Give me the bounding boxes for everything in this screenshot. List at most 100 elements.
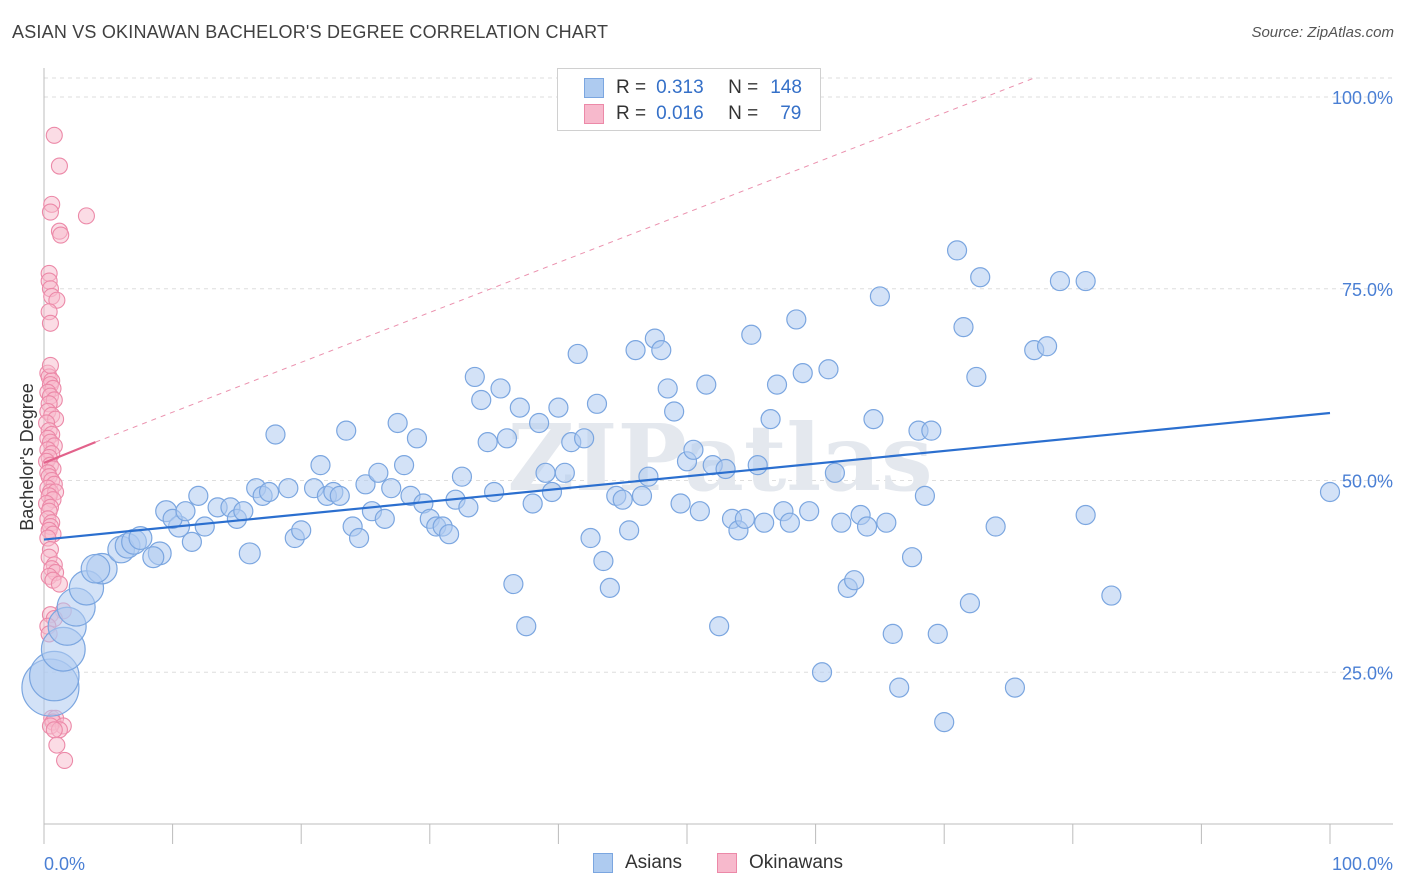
asian-point xyxy=(496,428,518,449)
asian-point xyxy=(747,455,768,476)
asian-point xyxy=(238,542,261,565)
asian-point xyxy=(438,524,460,545)
y-axis-title: Bachelor's Degree xyxy=(17,383,37,531)
asian-point xyxy=(1075,270,1096,292)
asian-point xyxy=(128,526,153,551)
asian-point xyxy=(258,481,280,503)
asian-point xyxy=(458,497,479,518)
asian-point xyxy=(844,570,865,591)
asian-point xyxy=(374,508,395,529)
asians-points xyxy=(21,240,1341,733)
asian-point xyxy=(786,309,807,330)
asian-point xyxy=(882,623,903,645)
y-tick-label: 25.0% xyxy=(1342,663,1393,683)
asian-point xyxy=(142,546,165,569)
asian-point xyxy=(966,366,987,388)
asian-point xyxy=(734,508,755,529)
asian-point xyxy=(406,428,428,449)
okinawan-point xyxy=(77,207,95,225)
asian-point xyxy=(484,481,505,503)
okinawan-point xyxy=(45,126,63,144)
asian-point xyxy=(709,616,730,637)
bottom-legend: Asians Okinawans xyxy=(0,852,1406,878)
asian-point xyxy=(503,573,524,595)
asian-point xyxy=(876,512,897,533)
asian-point xyxy=(194,516,215,537)
r-value: 0.016 xyxy=(656,103,704,124)
asian-point xyxy=(1004,677,1026,698)
asian-point xyxy=(509,397,530,418)
asian-point xyxy=(1049,270,1071,292)
asian-point xyxy=(869,286,891,307)
asian-point xyxy=(233,501,254,522)
asian-point xyxy=(664,401,685,422)
asian-point xyxy=(567,343,588,365)
okinawan-point xyxy=(48,736,66,754)
asian-point xyxy=(863,409,884,430)
asian-point xyxy=(889,677,910,698)
asian-point xyxy=(529,412,550,434)
trendlines xyxy=(43,77,1331,541)
asian-point xyxy=(921,420,942,441)
asian-point xyxy=(811,662,833,683)
okinawan-point xyxy=(41,356,59,375)
asian-point xyxy=(779,512,800,533)
okinawan-point xyxy=(41,314,59,332)
asian-point xyxy=(657,378,678,399)
asian-point xyxy=(914,485,936,506)
legend-row-okinawans: R = 0.016 N = 79 xyxy=(558,102,801,126)
okinawan-point xyxy=(41,203,59,221)
r-label: R = xyxy=(616,103,647,124)
legend-row-asians: R = 0.313 N = 148 xyxy=(558,76,802,100)
tick-labels: 25.0% 50.0% 75.0% 100.0% 0.0% 100.0% xyxy=(44,88,1393,874)
asian-point xyxy=(336,420,357,441)
asian-point xyxy=(522,493,543,514)
asian-point xyxy=(631,485,653,506)
legend-item-asians: Asians xyxy=(593,852,682,874)
x-tick-label: 100.0% xyxy=(1332,854,1393,874)
legend-item-okinawans: Okinawans xyxy=(717,852,843,874)
asians-swatch xyxy=(584,78,604,98)
asian-point xyxy=(619,520,640,541)
asian-point xyxy=(393,455,415,476)
asian-point xyxy=(535,462,556,483)
asian-point xyxy=(541,481,563,503)
okinawan-point xyxy=(50,575,68,593)
asian-point xyxy=(927,623,948,645)
asian-point xyxy=(1075,504,1096,526)
asian-point xyxy=(381,478,402,499)
asian-point xyxy=(355,474,376,495)
asian-point xyxy=(670,493,691,514)
asians-legend-label: Asians xyxy=(625,852,683,873)
asian-point xyxy=(310,455,331,476)
asian-point xyxy=(516,616,537,637)
asian-point xyxy=(754,512,775,533)
asian-point xyxy=(471,389,492,411)
okinawans-trendline xyxy=(43,441,96,464)
asian-point xyxy=(651,340,672,361)
n-label: N = xyxy=(728,103,759,124)
asian-point xyxy=(934,712,955,733)
okinawans-trendline-extension xyxy=(95,77,1035,443)
gridlines xyxy=(44,77,1393,673)
asian-point xyxy=(683,439,704,460)
asian-point xyxy=(715,458,736,480)
asian-point xyxy=(901,547,923,568)
asian-point xyxy=(368,462,389,483)
asian-point xyxy=(599,577,620,598)
asian-point xyxy=(1101,585,1122,606)
asians-legend-swatch xyxy=(593,853,613,873)
asian-point xyxy=(959,593,981,614)
asian-point xyxy=(760,409,781,430)
asian-point xyxy=(953,317,974,338)
n-label: N = xyxy=(728,77,759,98)
okinawan-point xyxy=(52,226,70,244)
asian-point xyxy=(741,324,762,345)
asian-point xyxy=(689,501,710,522)
asian-point xyxy=(970,267,991,288)
y-tick-label: 75.0% xyxy=(1342,280,1393,300)
asian-point xyxy=(856,516,878,537)
asian-point xyxy=(80,553,111,584)
asian-point xyxy=(181,531,202,552)
